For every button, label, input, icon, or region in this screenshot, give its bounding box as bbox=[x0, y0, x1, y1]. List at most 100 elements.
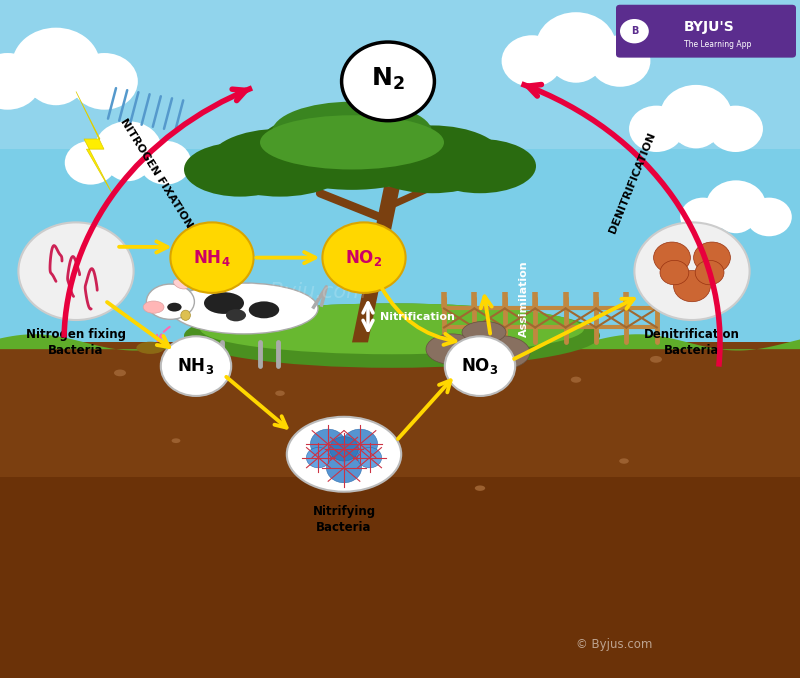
Circle shape bbox=[576, 33, 624, 73]
Text: $\mathbf{NH_4}$: $\mathbf{NH_4}$ bbox=[194, 247, 230, 268]
Ellipse shape bbox=[136, 342, 165, 354]
Circle shape bbox=[106, 144, 150, 181]
FancyBboxPatch shape bbox=[616, 5, 796, 58]
Text: NITROGEN FIXATION: NITROGEN FIXATION bbox=[118, 117, 194, 229]
Circle shape bbox=[28, 58, 84, 105]
Circle shape bbox=[694, 242, 730, 273]
Text: $\mathbf{NH_3}$: $\mathbf{NH_3}$ bbox=[178, 356, 214, 376]
Text: Nitrogen fixing
Bacteria: Nitrogen fixing Bacteria bbox=[26, 328, 126, 357]
Ellipse shape bbox=[167, 302, 182, 311]
Circle shape bbox=[0, 53, 41, 110]
Ellipse shape bbox=[360, 125, 504, 193]
Text: $\mathbf{NO_3}$: $\mathbf{NO_3}$ bbox=[462, 356, 498, 376]
Circle shape bbox=[620, 19, 649, 43]
Polygon shape bbox=[76, 92, 112, 193]
FancyBboxPatch shape bbox=[0, 342, 800, 678]
Circle shape bbox=[660, 85, 732, 146]
Circle shape bbox=[706, 180, 766, 231]
Ellipse shape bbox=[256, 108, 448, 190]
Ellipse shape bbox=[226, 309, 246, 321]
Ellipse shape bbox=[474, 485, 485, 491]
FancyBboxPatch shape bbox=[0, 477, 800, 678]
Ellipse shape bbox=[143, 301, 164, 313]
Text: $\mathbf{N_2}$: $\mathbf{N_2}$ bbox=[371, 66, 405, 92]
Circle shape bbox=[536, 12, 616, 80]
Circle shape bbox=[139, 141, 191, 184]
Circle shape bbox=[12, 28, 100, 102]
Circle shape bbox=[673, 109, 719, 148]
Text: Denitrification
Bacteria: Denitrification Bacteria bbox=[644, 328, 740, 357]
Ellipse shape bbox=[184, 142, 296, 197]
Circle shape bbox=[306, 447, 330, 468]
Circle shape bbox=[736, 195, 772, 226]
Ellipse shape bbox=[200, 304, 584, 354]
Circle shape bbox=[161, 336, 231, 396]
Ellipse shape bbox=[114, 370, 126, 376]
Circle shape bbox=[634, 222, 750, 320]
Ellipse shape bbox=[287, 417, 401, 492]
Circle shape bbox=[502, 35, 562, 87]
Text: $\mathbf{NO_2}$: $\mathbf{NO_2}$ bbox=[346, 247, 382, 268]
Circle shape bbox=[18, 222, 134, 320]
Text: The Learning App: The Learning App bbox=[684, 40, 751, 49]
Circle shape bbox=[330, 437, 358, 461]
Circle shape bbox=[322, 222, 406, 293]
Circle shape bbox=[674, 271, 710, 302]
Circle shape bbox=[128, 138, 169, 173]
Ellipse shape bbox=[275, 391, 285, 396]
Circle shape bbox=[87, 138, 128, 173]
Ellipse shape bbox=[184, 304, 600, 367]
Circle shape bbox=[358, 447, 382, 468]
Text: B: B bbox=[630, 26, 638, 36]
Circle shape bbox=[71, 53, 138, 110]
FancyBboxPatch shape bbox=[0, 0, 800, 149]
Text: Nitrification: Nitrification bbox=[380, 312, 455, 321]
Circle shape bbox=[660, 260, 689, 285]
Circle shape bbox=[708, 106, 763, 152]
Circle shape bbox=[717, 201, 755, 233]
Circle shape bbox=[653, 103, 696, 140]
Circle shape bbox=[696, 103, 739, 140]
Ellipse shape bbox=[470, 336, 530, 370]
Ellipse shape bbox=[204, 292, 244, 314]
Ellipse shape bbox=[249, 301, 279, 318]
Circle shape bbox=[550, 39, 602, 83]
Ellipse shape bbox=[146, 284, 194, 319]
Ellipse shape bbox=[570, 377, 581, 382]
Ellipse shape bbox=[208, 129, 352, 197]
Circle shape bbox=[528, 33, 576, 73]
Polygon shape bbox=[352, 186, 400, 342]
Circle shape bbox=[94, 121, 162, 179]
Text: Assimilation: Assimilation bbox=[519, 260, 529, 337]
Ellipse shape bbox=[174, 279, 188, 289]
Circle shape bbox=[342, 429, 378, 459]
Text: © Byju.com: © Byju.com bbox=[242, 281, 366, 302]
Circle shape bbox=[590, 35, 650, 87]
Circle shape bbox=[695, 260, 724, 285]
Circle shape bbox=[700, 195, 736, 226]
Ellipse shape bbox=[181, 311, 190, 320]
Ellipse shape bbox=[272, 102, 432, 163]
Circle shape bbox=[310, 429, 346, 459]
Text: BYJU'S: BYJU'S bbox=[684, 20, 734, 34]
Circle shape bbox=[56, 50, 109, 95]
Circle shape bbox=[342, 42, 434, 121]
Text: Nitrifying
Bacteria: Nitrifying Bacteria bbox=[313, 505, 375, 534]
FancyBboxPatch shape bbox=[0, 0, 800, 342]
Text: DENITRIFICATION: DENITRIFICATION bbox=[607, 131, 657, 235]
Circle shape bbox=[680, 198, 726, 236]
Ellipse shape bbox=[424, 139, 536, 193]
Ellipse shape bbox=[434, 350, 446, 355]
Text: © Byjus.com: © Byjus.com bbox=[576, 638, 652, 651]
Ellipse shape bbox=[462, 321, 506, 343]
Polygon shape bbox=[0, 334, 800, 351]
Circle shape bbox=[65, 141, 117, 184]
Circle shape bbox=[746, 198, 792, 236]
Ellipse shape bbox=[260, 115, 444, 170]
Ellipse shape bbox=[619, 458, 629, 464]
Circle shape bbox=[445, 336, 515, 396]
Circle shape bbox=[326, 453, 362, 483]
Circle shape bbox=[629, 106, 684, 152]
Circle shape bbox=[3, 50, 56, 95]
Ellipse shape bbox=[650, 356, 662, 363]
